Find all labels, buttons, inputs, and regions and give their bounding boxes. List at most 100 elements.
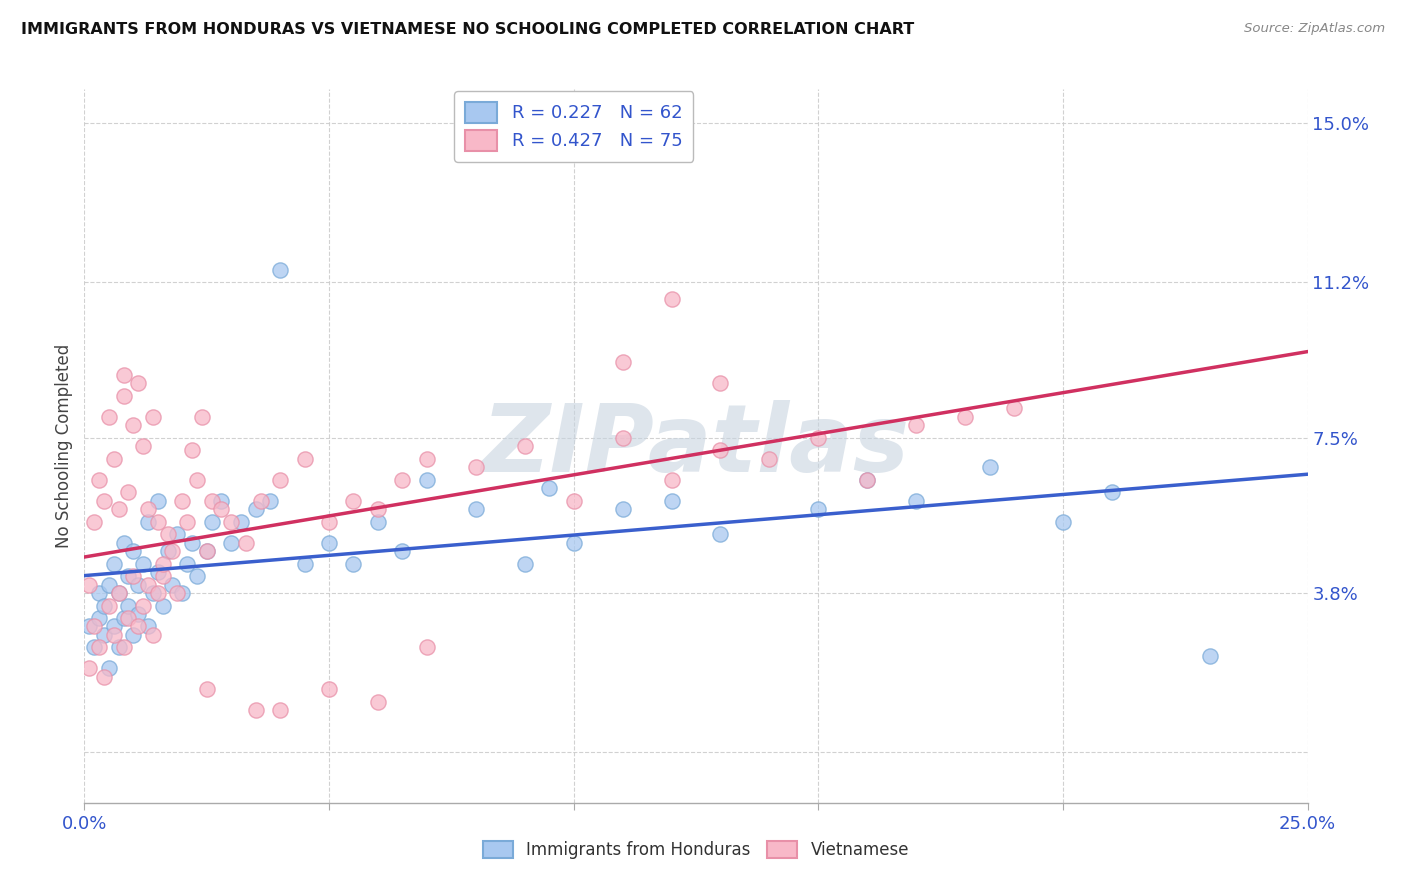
Point (83, 619, 105, 633)
Point (1101, 485, 1123, 500)
Point (562, 493, 585, 508)
Point (181, 535, 204, 549)
Point (709, 527, 731, 541)
Point (97, 577, 120, 591)
Point (172, 493, 194, 508)
Point (103, 628, 125, 642)
Point (122, 569, 145, 583)
Point (112, 640, 135, 655)
Point (127, 607, 149, 621)
Point (97, 409, 120, 424)
Point (416, 473, 439, 487)
Point (156, 544, 179, 558)
Point (758, 451, 780, 466)
Point (122, 417, 145, 432)
Text: IMMIGRANTS FROM HONDURAS VS VIETNAMESE NO SCHOOLING COMPLETED CORRELATION CHART: IMMIGRANTS FROM HONDURAS VS VIETNAMESE N… (21, 22, 914, 37)
Point (342, 557, 364, 571)
Y-axis label: No Schooling Completed: No Schooling Completed (55, 344, 73, 548)
Point (87, 640, 110, 655)
Point (195, 544, 218, 558)
Point (294, 557, 316, 571)
Point (87, 611, 110, 625)
Point (103, 451, 125, 466)
Point (513, 557, 536, 571)
Point (112, 535, 135, 549)
Point (132, 439, 155, 453)
Point (107, 640, 129, 655)
Point (1002, 401, 1025, 416)
Point (142, 628, 165, 642)
Point (464, 502, 486, 516)
Point (807, 502, 830, 516)
Point (612, 502, 634, 516)
Point (905, 493, 928, 508)
Legend: Immigrants from Honduras, Vietnamese: Immigrants from Honduras, Vietnamese (477, 834, 915, 866)
Point (538, 481, 561, 495)
Point (103, 619, 125, 633)
Point (83, 640, 105, 655)
Point (152, 569, 174, 583)
Point (342, 493, 364, 508)
Point (132, 599, 155, 613)
Point (391, 544, 413, 558)
Point (83, 515, 105, 529)
Point (269, 473, 291, 487)
Point (127, 619, 149, 633)
Point (117, 611, 139, 625)
Point (146, 515, 169, 529)
Point (191, 409, 214, 424)
Point (661, 493, 683, 508)
Point (107, 586, 129, 600)
Point (112, 368, 135, 382)
Point (136, 619, 159, 633)
Point (259, 493, 281, 508)
Point (856, 473, 879, 487)
Point (318, 535, 340, 549)
Point (612, 431, 634, 445)
Point (93, 599, 115, 613)
Point (152, 557, 174, 571)
Point (953, 409, 976, 424)
Point (127, 577, 149, 591)
Point (513, 439, 536, 453)
Point (172, 586, 194, 600)
Point (77, 619, 100, 633)
Point (905, 417, 928, 432)
Point (97, 599, 120, 613)
Point (166, 527, 188, 541)
Point (294, 451, 316, 466)
Point (195, 682, 218, 697)
Point (87, 586, 110, 600)
Point (93, 628, 115, 642)
Point (562, 535, 585, 549)
Point (142, 409, 165, 424)
Point (416, 640, 439, 655)
Point (219, 515, 242, 529)
Point (229, 515, 252, 529)
Point (97, 661, 120, 675)
Point (209, 493, 232, 508)
Point (117, 599, 139, 613)
Point (367, 695, 389, 709)
Point (117, 569, 139, 583)
Point (709, 376, 731, 390)
Point (195, 544, 218, 558)
Point (807, 431, 830, 445)
Text: ZIPatlas: ZIPatlas (482, 400, 910, 492)
Point (122, 544, 145, 558)
Point (367, 502, 389, 516)
Point (181, 443, 204, 458)
Point (77, 661, 100, 675)
Point (152, 599, 174, 613)
Point (77, 577, 100, 591)
Point (136, 502, 159, 516)
Point (176, 515, 198, 529)
Point (318, 515, 340, 529)
Point (416, 451, 439, 466)
Point (93, 493, 115, 508)
Point (612, 355, 634, 369)
Point (367, 515, 389, 529)
Point (209, 502, 232, 516)
Point (269, 703, 291, 717)
Point (318, 682, 340, 697)
